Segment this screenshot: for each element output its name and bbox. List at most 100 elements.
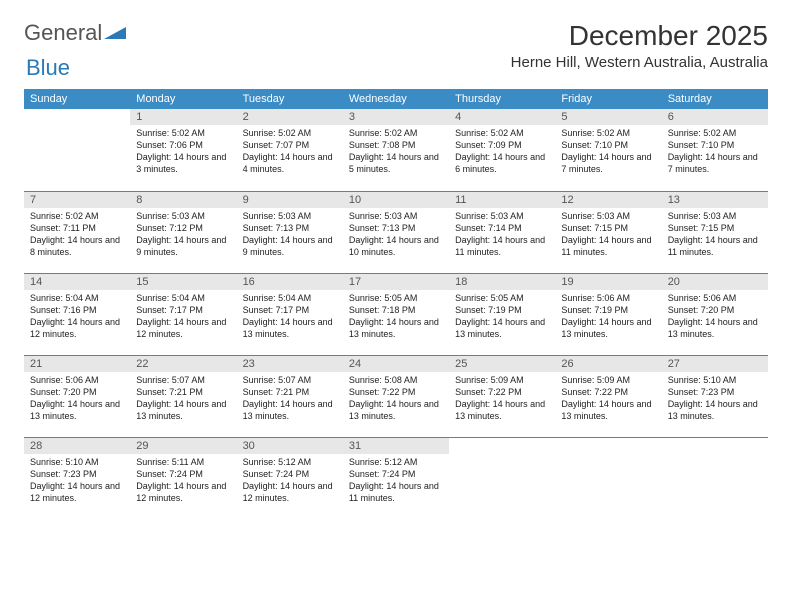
day-info: Sunrise: 5:02 AMSunset: 7:06 PMDaylight:… xyxy=(130,125,236,178)
day-info: Sunrise: 5:03 AMSunset: 7:14 PMDaylight:… xyxy=(449,208,555,261)
calendar-week-row: 28Sunrise: 5:10 AMSunset: 7:23 PMDayligh… xyxy=(24,437,768,519)
brand-part1: General xyxy=(24,20,102,46)
month-title: December 2025 xyxy=(511,20,768,52)
day-info: Sunrise: 5:02 AMSunset: 7:10 PMDaylight:… xyxy=(555,125,661,178)
day-info: Sunrise: 5:09 AMSunset: 7:22 PMDaylight:… xyxy=(555,372,661,425)
day-number: 26 xyxy=(555,356,661,372)
calendar-day-cell: 31Sunrise: 5:12 AMSunset: 7:24 PMDayligh… xyxy=(343,437,449,519)
calendar-day-cell: 1Sunrise: 5:02 AMSunset: 7:06 PMDaylight… xyxy=(130,109,236,191)
day-info: Sunrise: 5:10 AMSunset: 7:23 PMDaylight:… xyxy=(24,454,130,507)
day-number: 20 xyxy=(662,274,768,290)
day-number: 13 xyxy=(662,192,768,208)
day-info: Sunrise: 5:02 AMSunset: 7:09 PMDaylight:… xyxy=(449,125,555,178)
day-number: 24 xyxy=(343,356,449,372)
day-info: Sunrise: 5:11 AMSunset: 7:24 PMDaylight:… xyxy=(130,454,236,507)
calendar-day-cell: 29Sunrise: 5:11 AMSunset: 7:24 PMDayligh… xyxy=(130,437,236,519)
day-info: Sunrise: 5:03 AMSunset: 7:13 PMDaylight:… xyxy=(237,208,343,261)
brand-triangle-icon xyxy=(104,23,126,44)
calendar-day-cell: 17Sunrise: 5:05 AMSunset: 7:18 PMDayligh… xyxy=(343,273,449,355)
calendar-day-cell: 13Sunrise: 5:03 AMSunset: 7:15 PMDayligh… xyxy=(662,191,768,273)
day-number: 5 xyxy=(555,109,661,125)
day-number: 23 xyxy=(237,356,343,372)
day-number: 18 xyxy=(449,274,555,290)
day-number: 8 xyxy=(130,192,236,208)
day-info: Sunrise: 5:04 AMSunset: 7:17 PMDaylight:… xyxy=(130,290,236,343)
day-info: Sunrise: 5:07 AMSunset: 7:21 PMDaylight:… xyxy=(237,372,343,425)
day-number: 21 xyxy=(24,356,130,372)
day-info: Sunrise: 5:02 AMSunset: 7:11 PMDaylight:… xyxy=(24,208,130,261)
day-number: 15 xyxy=(130,274,236,290)
day-info: Sunrise: 5:04 AMSunset: 7:16 PMDaylight:… xyxy=(24,290,130,343)
calendar-week-row: 1Sunrise: 5:02 AMSunset: 7:06 PMDaylight… xyxy=(24,109,768,191)
calendar-day-cell: 10Sunrise: 5:03 AMSunset: 7:13 PMDayligh… xyxy=(343,191,449,273)
day-number: 2 xyxy=(237,109,343,125)
calendar-day-cell: 30Sunrise: 5:12 AMSunset: 7:24 PMDayligh… xyxy=(237,437,343,519)
calendar-day-cell xyxy=(449,437,555,519)
day-info: Sunrise: 5:03 AMSunset: 7:12 PMDaylight:… xyxy=(130,208,236,261)
day-number: 16 xyxy=(237,274,343,290)
title-block: December 2025 Herne Hill, Western Austra… xyxy=(511,20,768,71)
calendar-day-cell: 8Sunrise: 5:03 AMSunset: 7:12 PMDaylight… xyxy=(130,191,236,273)
calendar-day-cell: 24Sunrise: 5:08 AMSunset: 7:22 PMDayligh… xyxy=(343,355,449,437)
day-number: 31 xyxy=(343,438,449,454)
calendar-day-cell: 25Sunrise: 5:09 AMSunset: 7:22 PMDayligh… xyxy=(449,355,555,437)
day-info: Sunrise: 5:05 AMSunset: 7:19 PMDaylight:… xyxy=(449,290,555,343)
calendar-week-row: 21Sunrise: 5:06 AMSunset: 7:20 PMDayligh… xyxy=(24,355,768,437)
day-info: Sunrise: 5:10 AMSunset: 7:23 PMDaylight:… xyxy=(662,372,768,425)
calendar-day-cell: 4Sunrise: 5:02 AMSunset: 7:09 PMDaylight… xyxy=(449,109,555,191)
calendar-day-cell: 6Sunrise: 5:02 AMSunset: 7:10 PMDaylight… xyxy=(662,109,768,191)
day-number: 27 xyxy=(662,356,768,372)
calendar-day-cell xyxy=(555,437,661,519)
day-number: 3 xyxy=(343,109,449,125)
day-number: 19 xyxy=(555,274,661,290)
calendar-day-cell: 21Sunrise: 5:06 AMSunset: 7:20 PMDayligh… xyxy=(24,355,130,437)
day-number: 14 xyxy=(24,274,130,290)
day-info: Sunrise: 5:07 AMSunset: 7:21 PMDaylight:… xyxy=(130,372,236,425)
calendar-day-cell: 12Sunrise: 5:03 AMSunset: 7:15 PMDayligh… xyxy=(555,191,661,273)
calendar-header-row: SundayMondayTuesdayWednesdayThursdayFrid… xyxy=(24,89,768,109)
day-number: 28 xyxy=(24,438,130,454)
location: Herne Hill, Western Australia, Australia xyxy=(511,54,768,71)
calendar-day-cell xyxy=(662,437,768,519)
calendar-day-cell: 28Sunrise: 5:10 AMSunset: 7:23 PMDayligh… xyxy=(24,437,130,519)
day-info: Sunrise: 5:02 AMSunset: 7:10 PMDaylight:… xyxy=(662,125,768,178)
calendar-week-row: 7Sunrise: 5:02 AMSunset: 7:11 PMDaylight… xyxy=(24,191,768,273)
day-info: Sunrise: 5:03 AMSunset: 7:15 PMDaylight:… xyxy=(662,208,768,261)
day-info: Sunrise: 5:03 AMSunset: 7:15 PMDaylight:… xyxy=(555,208,661,261)
day-info: Sunrise: 5:06 AMSunset: 7:19 PMDaylight:… xyxy=(555,290,661,343)
day-number: 6 xyxy=(662,109,768,125)
day-number: 7 xyxy=(24,192,130,208)
day-info: Sunrise: 5:06 AMSunset: 7:20 PMDaylight:… xyxy=(662,290,768,343)
brand-logo: General xyxy=(24,20,128,46)
day-info: Sunrise: 5:05 AMSunset: 7:18 PMDaylight:… xyxy=(343,290,449,343)
weekday-header: Saturday xyxy=(662,89,768,109)
calendar-day-cell: 9Sunrise: 5:03 AMSunset: 7:13 PMDaylight… xyxy=(237,191,343,273)
day-number: 17 xyxy=(343,274,449,290)
weekday-header: Tuesday xyxy=(237,89,343,109)
calendar-day-cell: 14Sunrise: 5:04 AMSunset: 7:16 PMDayligh… xyxy=(24,273,130,355)
calendar-table: SundayMondayTuesdayWednesdayThursdayFrid… xyxy=(24,89,768,519)
weekday-header: Monday xyxy=(130,89,236,109)
day-number: 30 xyxy=(237,438,343,454)
day-info: Sunrise: 5:04 AMSunset: 7:17 PMDaylight:… xyxy=(237,290,343,343)
day-number: 12 xyxy=(555,192,661,208)
calendar-day-cell: 11Sunrise: 5:03 AMSunset: 7:14 PMDayligh… xyxy=(449,191,555,273)
calendar-day-cell xyxy=(24,109,130,191)
calendar-day-cell: 26Sunrise: 5:09 AMSunset: 7:22 PMDayligh… xyxy=(555,355,661,437)
day-info: Sunrise: 5:12 AMSunset: 7:24 PMDaylight:… xyxy=(237,454,343,507)
day-number: 1 xyxy=(130,109,236,125)
day-info: Sunrise: 5:06 AMSunset: 7:20 PMDaylight:… xyxy=(24,372,130,425)
day-number: 11 xyxy=(449,192,555,208)
calendar-day-cell: 19Sunrise: 5:06 AMSunset: 7:19 PMDayligh… xyxy=(555,273,661,355)
calendar-day-cell: 3Sunrise: 5:02 AMSunset: 7:08 PMDaylight… xyxy=(343,109,449,191)
day-info: Sunrise: 5:02 AMSunset: 7:07 PMDaylight:… xyxy=(237,125,343,178)
brand-part2: Blue xyxy=(26,55,70,80)
calendar-body: 1Sunrise: 5:02 AMSunset: 7:06 PMDaylight… xyxy=(24,109,768,519)
weekday-header: Thursday xyxy=(449,89,555,109)
calendar-day-cell: 16Sunrise: 5:04 AMSunset: 7:17 PMDayligh… xyxy=(237,273,343,355)
calendar-day-cell: 23Sunrise: 5:07 AMSunset: 7:21 PMDayligh… xyxy=(237,355,343,437)
calendar-day-cell: 22Sunrise: 5:07 AMSunset: 7:21 PMDayligh… xyxy=(130,355,236,437)
day-number: 10 xyxy=(343,192,449,208)
day-info: Sunrise: 5:08 AMSunset: 7:22 PMDaylight:… xyxy=(343,372,449,425)
day-info: Sunrise: 5:12 AMSunset: 7:24 PMDaylight:… xyxy=(343,454,449,507)
